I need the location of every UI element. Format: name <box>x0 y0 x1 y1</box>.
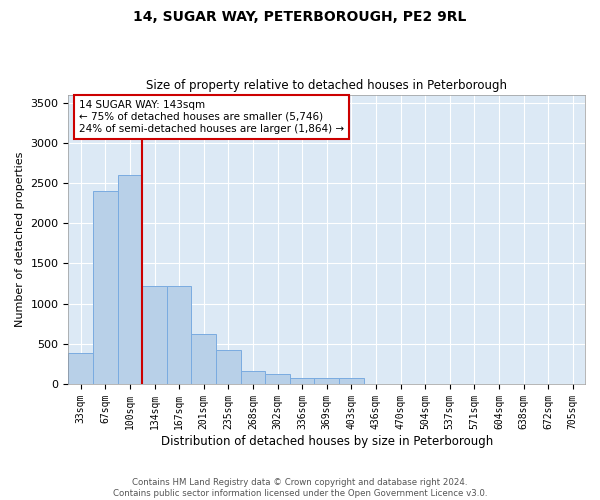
Bar <box>241 371 265 384</box>
Text: 14 SUGAR WAY: 143sqm
← 75% of detached houses are smaller (5,746)
24% of semi-de: 14 SUGAR WAY: 143sqm ← 75% of detached h… <box>79 100 344 134</box>
Bar <box>118 175 142 384</box>
Text: Contains HM Land Registry data © Crown copyright and database right 2024.
Contai: Contains HM Land Registry data © Crown c… <box>113 478 487 498</box>
Title: Size of property relative to detached houses in Peterborough: Size of property relative to detached ho… <box>146 79 507 92</box>
Y-axis label: Number of detached properties: Number of detached properties <box>15 152 25 327</box>
Bar <box>265 374 290 384</box>
Bar <box>93 191 118 384</box>
Text: 14, SUGAR WAY, PETERBOROUGH, PE2 9RL: 14, SUGAR WAY, PETERBOROUGH, PE2 9RL <box>133 10 467 24</box>
Bar <box>290 378 314 384</box>
Bar <box>68 352 93 384</box>
Bar <box>314 378 339 384</box>
Bar <box>216 350 241 384</box>
Bar <box>167 286 191 384</box>
Bar <box>339 378 364 384</box>
X-axis label: Distribution of detached houses by size in Peterborough: Distribution of detached houses by size … <box>161 434 493 448</box>
Bar <box>142 286 167 384</box>
Bar <box>191 334 216 384</box>
